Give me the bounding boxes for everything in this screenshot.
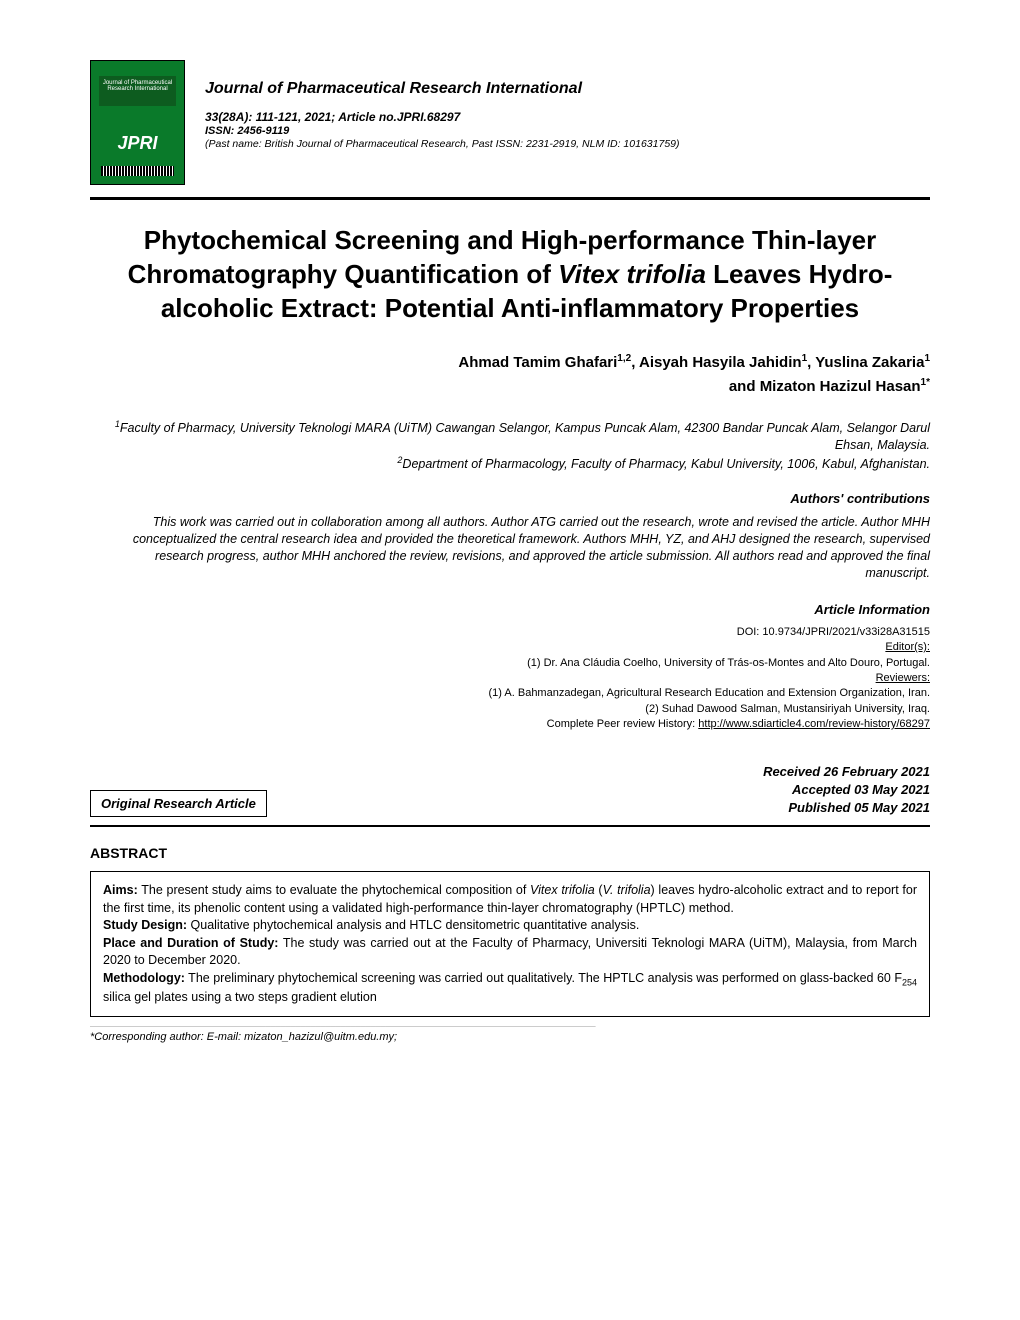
editors-label: Editor(s):: [90, 640, 930, 655]
author-and: and: [729, 378, 760, 395]
affiliation-2: Department of Pharmacology, Faculty of P…: [402, 457, 930, 471]
received-date: Received 26 February 2021: [763, 763, 930, 781]
reviewer-1: (1) A. Bahmanzadegan, Agricultural Resea…: [90, 686, 930, 701]
contributions-text: This work was carried out in collaborati…: [90, 514, 930, 582]
article-info-heading: Article Information: [90, 602, 930, 617]
doi-line: DOI: 10.9734/JPRI/2021/v33i28A31515: [90, 625, 930, 640]
authors-block: Ahmad Tamim Ghafari1,2, Aisyah Hasyila J…: [90, 351, 930, 398]
header-text-block: Journal of Pharmaceutical Research Inter…: [205, 60, 930, 152]
article-title: Phytochemical Screening and High-perform…: [90, 224, 930, 325]
affiliations-block: 1Faculty of Pharmacy, University Teknolo…: [90, 418, 930, 473]
published-date: Published 05 May 2021: [763, 799, 930, 817]
header: Journal of Pharmaceutical Research Inter…: [90, 60, 930, 185]
author-2-sup: 1: [802, 353, 808, 364]
aims-mid: (: [595, 883, 603, 897]
footer-divider: ________________________________________…: [90, 1017, 930, 1027]
aims-pre: The present study aims to evaluate the p…: [138, 883, 530, 897]
author-1: Ahmad Tamim Ghafari: [458, 354, 617, 371]
abstract-heading: ABSTRACT: [90, 845, 930, 861]
issn-line: ISSN: 2456-9119: [205, 125, 930, 137]
author-1-sup: 1,2: [617, 353, 631, 364]
affiliation-1: Faculty of Pharmacy, University Teknolog…: [120, 422, 930, 453]
journal-cover-thumbnail: Journal of Pharmaceutical Research Inter…: [90, 60, 185, 185]
author-4: Mizaton Hazizul Hasan: [760, 378, 921, 395]
method-label: Methodology:: [103, 971, 185, 985]
author-4-sup: 1*: [921, 377, 930, 388]
author-2: Aisyah Hasyila Jahidin: [639, 354, 802, 371]
aims-italic1: Vitex trifolia: [530, 883, 595, 897]
author-3: Yuslina Zakaria: [815, 354, 924, 371]
pastname-line: (Past name: British Journal of Pharmaceu…: [205, 138, 930, 152]
editor-1: (1) Dr. Ana Cláudia Coelho, University o…: [90, 656, 930, 671]
reviewers-label: Reviewers:: [90, 671, 930, 686]
article-type-box: Original Research Article: [90, 790, 267, 817]
design-text: Qualitative phytochemical analysis and H…: [187, 918, 639, 932]
dates-block: Received 26 February 2021 Accepted 03 Ma…: [763, 763, 930, 818]
method-sub: 254: [902, 977, 917, 987]
article-info-block: DOI: 10.9734/JPRI/2021/v33i28A31515 Edit…: [90, 625, 930, 733]
design-label: Study Design:: [103, 918, 187, 932]
reviewer-2: (2) Suhad Dawood Salman, Mustansiriyah U…: [90, 702, 930, 717]
accepted-date: Accepted 03 May 2021: [763, 781, 930, 799]
contributions-heading: Authors' contributions: [90, 491, 930, 506]
place-label: Place and Duration of Study:: [103, 936, 278, 950]
corresponding-author: *Corresponding author: E-mail: mizaton_h…: [90, 1031, 930, 1043]
history-link[interactable]: http://www.sdiarticle4.com/review-histor…: [698, 718, 930, 730]
method-pre: The preliminary phytochemical screening …: [185, 971, 902, 985]
header-divider: [90, 197, 930, 200]
cover-inner-title: Journal of Pharmaceutical Research Inter…: [99, 76, 176, 106]
title-italic: Vitex trifolia: [558, 259, 706, 289]
history-prefix: Complete Peer review History:: [547, 718, 699, 730]
issue-line: 33(28A): 111-121, 2021; Article no.JPRI.…: [205, 110, 930, 124]
aims-italic2: V. trifolia: [603, 883, 651, 897]
peer-review-history: Complete Peer review History: http://www…: [90, 717, 930, 732]
aims-label: Aims:: [103, 883, 138, 897]
method-post: silica gel plates using a two steps grad…: [103, 990, 377, 1004]
journal-name: Journal of Pharmaceutical Research Inter…: [205, 80, 930, 98]
abstract-divider: [90, 825, 930, 827]
dates-row: Original Research Article Received 26 Fe…: [90, 763, 930, 818]
abstract-box: Aims: The present study aims to evaluate…: [90, 871, 930, 1017]
author-3-sup: 1: [924, 353, 930, 364]
